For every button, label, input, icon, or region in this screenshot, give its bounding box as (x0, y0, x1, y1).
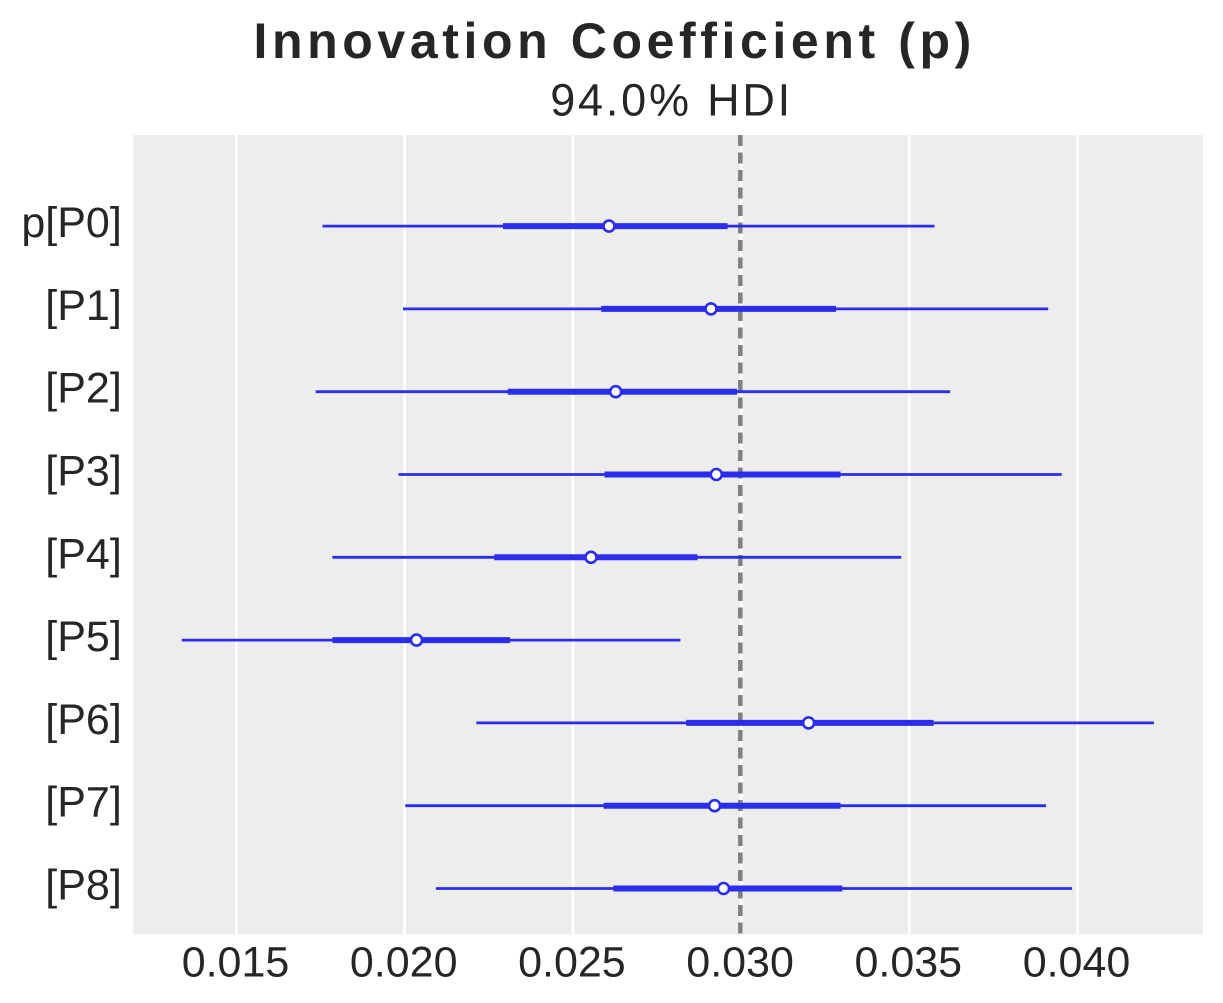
svg-text:Innovation Coefficient (p): Innovation Coefficient (p) (254, 13, 976, 69)
svg-text:p[P0]: p[P0] (21, 199, 121, 247)
svg-text:[P1]: [P1] (45, 282, 122, 330)
svg-text:[P3]: [P3] (45, 448, 122, 496)
svg-text:0.030: 0.030 (686, 939, 794, 987)
svg-text:[P2]: [P2] (45, 365, 122, 413)
svg-text:0.040: 0.040 (1023, 939, 1131, 987)
svg-text:0.015: 0.015 (182, 939, 290, 987)
svg-text:0.020: 0.020 (350, 939, 458, 987)
svg-text:0.035: 0.035 (854, 939, 962, 987)
svg-text:[P8]: [P8] (45, 862, 122, 910)
svg-text:[P6]: [P6] (45, 696, 122, 744)
svg-text:94.0% HDI: 94.0% HDI (550, 75, 793, 126)
svg-text:[P7]: [P7] (45, 779, 122, 827)
svg-text:[P5]: [P5] (45, 613, 122, 661)
svg-text:[P4]: [P4] (45, 530, 122, 578)
svg-text:0.025: 0.025 (518, 939, 626, 987)
